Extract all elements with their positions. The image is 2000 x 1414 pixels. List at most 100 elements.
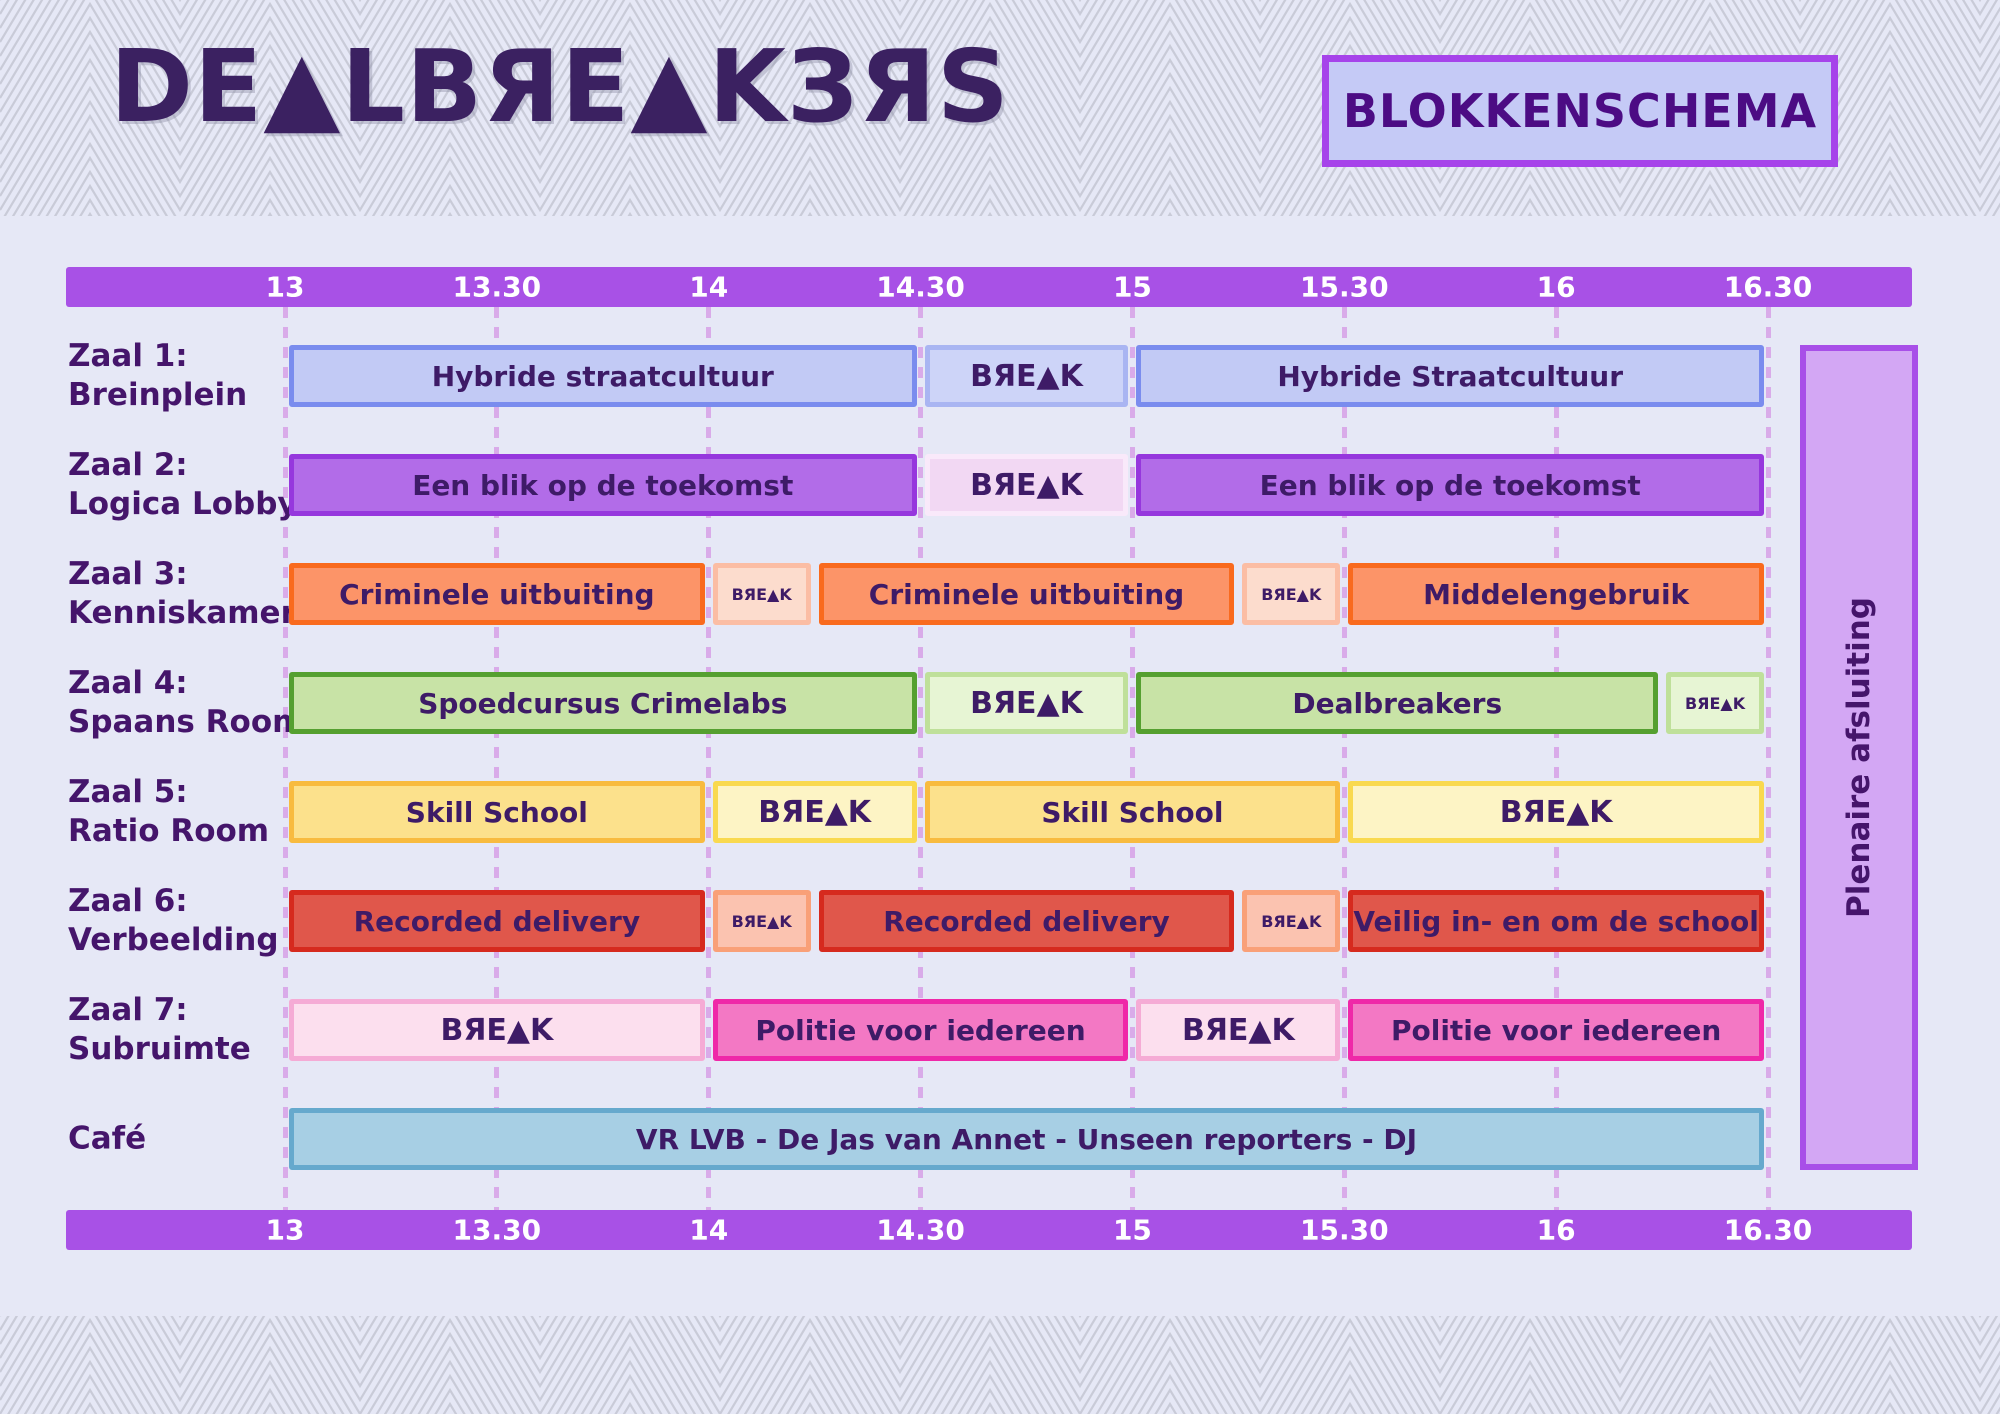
room-track: VR LVB - De Jas van Annet - Unseen repor… — [285, 1108, 1768, 1170]
time-tick-label: 15 — [1112, 1213, 1152, 1247]
break-block: BЯE▲K — [924, 672, 1129, 734]
block-label: BЯE▲K — [970, 358, 1083, 394]
room-label: Zaal 2: Logica Lobby — [68, 446, 298, 524]
room-label: Café — [68, 1119, 146, 1158]
schedule-row: Zaal 6: Verbeelding Recorded delivery BЯE▲K… — [0, 883, 2000, 958]
break-block: BЯE▲K — [924, 454, 1129, 516]
room-label-line1: Zaal 1: — [68, 337, 188, 374]
room-label-line2: Breinplein — [68, 377, 248, 413]
room-track: Criminele uitbuiting BЯE▲K Criminele uitbu… — [285, 563, 1768, 625]
room-label-line2: Kenniskamer — [68, 595, 296, 631]
chevron-pattern — [0, 1163, 2000, 1414]
time-tick-label: 15.30 — [1299, 270, 1389, 304]
schedule-row: Zaal 2: Logica Lobby Een blik op de toekom… — [0, 447, 2000, 522]
gridline — [1553, 307, 1559, 1210]
room-label: Zaal 1: Breinplein — [68, 337, 247, 415]
session-block: Hybride straatcultuur — [289, 345, 917, 407]
plenaire-afsluiting-block: Plenaire afsluiting — [1800, 345, 1918, 1170]
block-label: Hybride Straatcultuur — [1277, 359, 1624, 393]
time-tick-label: 13 — [265, 270, 305, 304]
block-label: BЯE▲K — [731, 911, 792, 931]
block-label: Recorded delivery — [353, 904, 641, 938]
time-axis-bottom: 13 13.30 14 14.30 15 15.30 16 16.30 — [66, 1210, 1912, 1250]
break-block: BЯE▲K — [289, 999, 705, 1061]
session-block: Een blik op de toekomst — [289, 454, 917, 516]
schedule-row: Café VR LVB - De Jas van Annet - Unseen r… — [0, 1108, 2000, 1170]
room-label: Zaal 5: Ratio Room — [68, 773, 269, 851]
block-label: BЯE▲K — [970, 685, 1083, 721]
time-tick-label: 13 — [265, 1213, 305, 1247]
gridline — [918, 307, 924, 1210]
plenaire-afsluiting-label: Plenaire afsluiting — [1841, 597, 1877, 918]
room-label-line1: Café — [68, 1120, 147, 1157]
time-tick-label: 14 — [689, 1213, 729, 1247]
session-block: Politie voor iedereen — [1348, 999, 1764, 1061]
session-block: Veilig in- en om de school — [1348, 890, 1764, 952]
session-block: Recorded delivery — [818, 890, 1235, 952]
schedule-row: Zaal 3: Kenniskamer Criminele uitbuiting BЯ… — [0, 556, 2000, 631]
gridline — [706, 307, 712, 1210]
room-track: Skill School BЯE▲K Skill School BЯE▲K — [285, 781, 1768, 843]
block-label: Skill School — [405, 795, 588, 829]
time-tick-label: 15 — [1112, 270, 1152, 304]
room-label-line1: Zaal 7: — [68, 991, 188, 1028]
block-label: Recorded delivery — [883, 904, 1170, 938]
block-label: Politie voor iedereen — [1390, 1013, 1722, 1047]
gridline — [282, 307, 288, 1210]
break-block: BЯE▲K — [1136, 999, 1341, 1061]
block-label: BЯE▲K — [1181, 1012, 1295, 1048]
room-label-line2: Ratio Room — [68, 813, 270, 849]
block-label: Politie voor iedereen — [755, 1013, 1086, 1047]
time-tick-label: 14.30 — [876, 270, 965, 304]
page-title: DE▲LBЯE▲KЗЯS — [110, 28, 1010, 145]
time-tick-label: 16 — [1536, 270, 1576, 304]
block-label: Skill School — [1041, 795, 1224, 829]
block-label: Dealbreakers — [1292, 686, 1503, 720]
session-block: Spoedcursus Crimelabs — [289, 672, 917, 734]
block-label: BЯE▲K — [1499, 794, 1613, 830]
room-label-line1: Zaal 3: — [68, 555, 188, 592]
room-label-line1: Zaal 2: — [68, 446, 188, 483]
room-label: Zaal 4: Spaans Room — [68, 664, 304, 742]
session-block: Criminele uitbuiting — [289, 563, 705, 625]
room-label: Zaal 6: Verbeelding — [68, 882, 279, 960]
gridline — [1765, 307, 1771, 1210]
schedule-row: Zaal 4: Spaans Room Spoedcursus Crimelabs B… — [0, 665, 2000, 740]
room-track: Hybride straatcultuur BЯE▲K Hybride Straat… — [285, 345, 1768, 407]
room-label-line2: Subruimte — [68, 1031, 251, 1067]
time-tick-label: 14 — [689, 270, 729, 304]
block-label: Een blik op de toekomst — [412, 468, 794, 502]
session-block: Criminele uitbuiting — [818, 563, 1235, 625]
break-block: BЯE▲K — [1348, 781, 1764, 843]
block-label: Criminele uitbuiting — [868, 577, 1185, 611]
block-label: Veilig in- en om de school — [1353, 904, 1759, 938]
break-block: BЯE▲K — [1242, 563, 1341, 625]
block-label: VR LVB - De Jas van Annet - Unseen repor… — [635, 1122, 1418, 1156]
room-label-line2: Spaans Room — [68, 704, 305, 740]
room-label: Zaal 7: Subruimte — [68, 991, 251, 1069]
gridline — [1129, 307, 1135, 1210]
session-block: Skill School — [924, 781, 1341, 843]
room-track: BЯE▲K Politie voor iedereen BЯE▲K Politie v… — [285, 999, 1768, 1061]
room-track: Spoedcursus Crimelabs BЯE▲K Dealbreakers BЯ… — [285, 672, 1768, 734]
time-tick-label: 13.30 — [452, 270, 542, 304]
session-block: VR LVB - De Jas van Annet - Unseen repor… — [289, 1108, 1764, 1170]
session-block: Politie voor iedereen — [712, 999, 1129, 1061]
block-label: Criminele uitbuiting — [339, 577, 655, 611]
break-block: BЯE▲K — [712, 563, 811, 625]
room-label-line1: Zaal 4: — [68, 664, 188, 701]
block-label: BЯE▲K — [731, 584, 792, 604]
block-label: Middelengebruik — [1423, 577, 1690, 611]
block-label: BЯE▲K — [1261, 584, 1322, 604]
session-block: Hybride Straatcultuur — [1136, 345, 1764, 407]
schema-badge-label: BLOKKENSCHEMA — [1342, 84, 1818, 138]
session-block: Een blik op de toekomst — [1136, 454, 1764, 516]
session-block: Middelengebruik — [1348, 563, 1764, 625]
schedule-row: Zaal 7: Subruimte BЯE▲K Politie voor iedere… — [0, 992, 2000, 1067]
room-track: Recorded delivery BЯE▲K Recorded delivery B… — [285, 890, 1768, 952]
time-tick-label: 14.30 — [876, 1213, 965, 1247]
time-axis-bottom-track: 13 13.30 14 14.30 15 15.30 16 16.30 — [266, 1210, 1813, 1250]
block-label: BЯE▲K — [1684, 693, 1746, 713]
time-axis-top-track: 13 13.30 14 14.30 15 15.30 16 16.30 — [266, 267, 1813, 307]
